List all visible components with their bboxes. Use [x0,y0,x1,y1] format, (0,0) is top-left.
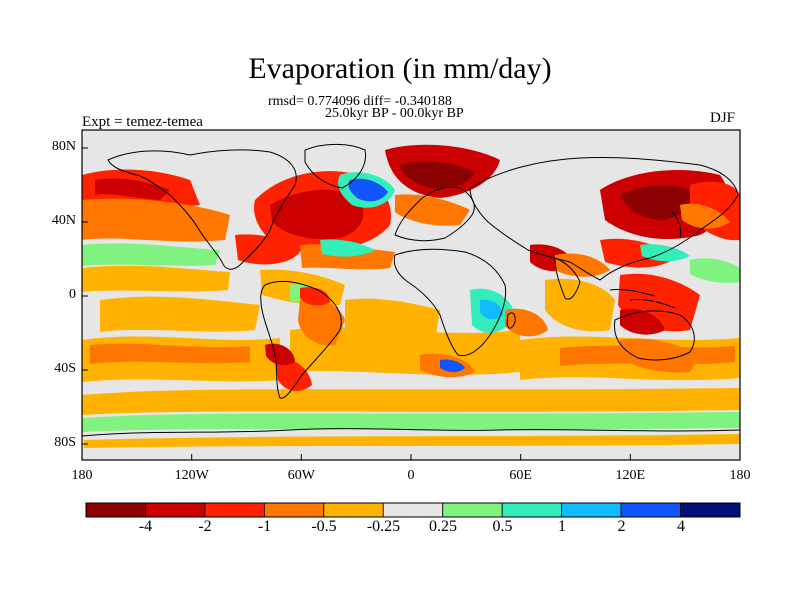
anomaly-region [505,308,548,337]
anomaly-region [265,343,295,366]
colorbar-cell [501,502,563,518]
lon-tick-label: 120W [174,468,209,483]
lat-tick-label: 40N [51,213,76,228]
colorbar-label: 4 [677,518,685,535]
anomaly-region [84,434,740,448]
anomaly-region [82,388,740,415]
colorbar-label: 0.5 [492,518,513,535]
anomaly-region [298,298,345,346]
colorbar-label: -0.5 [311,518,337,535]
anomaly-region [95,178,170,200]
colorbar-cell [85,502,146,518]
anomaly-fields [82,144,740,448]
anomaly-region [620,308,665,335]
colorbar-cell [323,502,384,518]
axis-ticks [81,147,741,460]
anomaly-region [555,253,610,277]
anomaly-region [690,258,740,283]
anomaly-region [300,287,330,306]
coastline-australia [613,310,695,361]
colorbar-cell [382,502,444,518]
colorbar-cell [204,502,265,518]
anomaly-region [82,243,220,266]
lon-tick-label: 60E [509,468,532,483]
lat-tick-label: 80S [54,435,76,450]
plot-title: Evaporation (in mm/day) [248,52,552,85]
season-label: DJF [710,110,736,126]
anomaly-region [235,234,300,265]
colorbar-cell [145,502,206,518]
colorbar-label: -2 [198,518,212,535]
colorbar-cell [620,502,681,518]
anomaly-region [440,359,465,373]
coastline-africa [393,248,507,357]
anomaly-region [82,412,740,432]
colorbar-label: 1 [558,518,566,535]
anomaly-region [270,189,364,240]
anomaly-region [620,338,700,373]
coastline-indonesia [609,289,676,309]
colorbar-label: -4 [138,518,153,535]
coastline-antarctica [81,428,741,437]
anomaly-region [480,299,503,320]
colorbar-label: 0.25 [429,518,457,535]
anomaly-region [345,298,440,342]
anomaly-region [620,185,692,220]
lon-tick-label: 180 [729,468,751,483]
colorbar-cell [442,502,503,518]
lon-tick-label: 120E [615,468,646,483]
coastlines [81,143,741,437]
anomaly-region [100,296,260,332]
anomaly-region [90,343,250,364]
coastline-south-america [260,280,342,399]
coastline-greenland [304,143,367,189]
colorbar-cell [263,502,325,518]
anomaly-region [680,203,730,229]
anomaly-region [348,178,388,202]
lon-tick-label: 60W [287,468,315,483]
stats-subtitle: rmsd= 0.774096 diff= -0.340188 [268,94,452,109]
lat-tick-label: 40S [54,361,76,376]
colorbar-label: -1 [257,518,272,535]
colorbar-frame [85,502,741,518]
anomaly-region [320,239,375,257]
lat-tick-label: 80N [51,139,76,154]
coastline-india [554,257,581,300]
period-subtitle: 25.0kyr BP - 00.0kyr BP [325,106,464,121]
anomaly-region [82,265,230,292]
coastline-japan [671,211,681,239]
colorbar-cell [561,502,622,518]
anomaly-region [400,161,475,189]
anomaly-region [82,198,230,242]
anomaly-region [395,194,470,226]
coastline-asia [469,156,739,281]
coastline-madagascar [506,312,516,329]
colorbar-cell [680,502,741,518]
lat-tick-label: 0 [69,287,76,302]
lon-tick-label: 0 [407,468,415,483]
anomaly-region [600,238,675,268]
lon-tick-label: 180 [71,468,93,483]
colorbar-label: 2 [617,518,626,535]
anomaly-region [275,359,312,392]
coastline-north-america [107,149,297,270]
colorbar-label: -0.25 [366,518,401,535]
experiment-label: Expt = temez-temea [82,114,203,130]
